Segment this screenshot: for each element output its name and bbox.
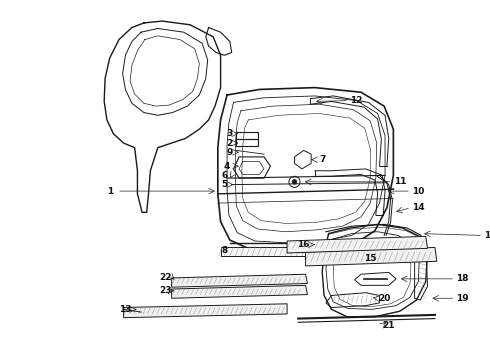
Text: 1: 1 [107,186,113,195]
Text: 15: 15 [364,254,376,263]
Text: 4: 4 [224,162,230,171]
Text: 7: 7 [319,155,325,164]
Text: 6: 6 [221,171,227,180]
Polygon shape [172,285,307,298]
Text: 21: 21 [383,321,395,330]
Text: 11: 11 [393,177,406,186]
Text: 23: 23 [159,286,171,295]
Polygon shape [220,247,396,256]
Polygon shape [172,274,307,287]
Text: 10: 10 [412,186,424,195]
Polygon shape [123,304,287,318]
Text: 22: 22 [159,274,171,283]
Polygon shape [287,237,428,253]
Text: 3: 3 [227,129,233,138]
Text: 14: 14 [412,203,425,212]
Text: 2: 2 [227,139,233,148]
Text: 5: 5 [221,180,227,189]
Text: 17: 17 [484,231,490,240]
Text: 16: 16 [297,240,310,249]
Text: 13: 13 [119,305,132,314]
Text: 12: 12 [350,96,363,105]
Text: 20: 20 [378,294,391,303]
Text: 18: 18 [456,274,469,283]
Text: 8: 8 [221,246,227,255]
Text: 9: 9 [227,148,233,157]
Circle shape [292,180,297,184]
Polygon shape [306,247,437,266]
Text: 19: 19 [456,294,469,303]
